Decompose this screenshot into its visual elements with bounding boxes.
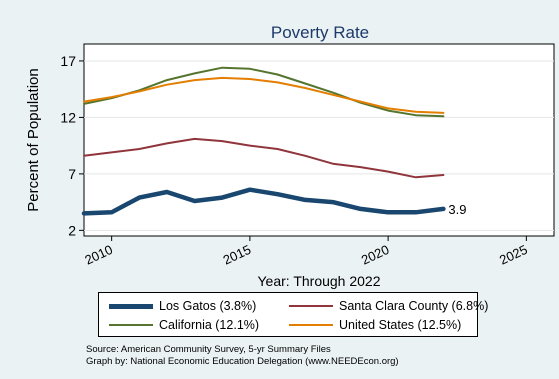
legend-label-united-states: United States (12.5%) (339, 318, 462, 332)
legend-label-santa-clara: Santa Clara County (6.8%) (339, 299, 489, 313)
x-axis-label: Year: Through 2022 (258, 273, 381, 289)
grid-lines (84, 60, 554, 231)
legend-item-united-states: United States (12.5%) (289, 318, 461, 332)
series-line-0 (81, 187, 446, 216)
legend-swatch-united-states (289, 324, 333, 326)
y-tick-label-7: 7 (68, 166, 76, 182)
credit-note: Graph by: National Economic Education De… (86, 356, 399, 367)
end-value-label: 3.9 (448, 202, 466, 217)
legend-swatch-santa-clara (289, 305, 333, 307)
y-axis-ticks: 2 7 12 17 (60, 53, 84, 238)
legend-item-california: California (12.1%) (109, 318, 259, 332)
legend-swatch-los-gatos (109, 303, 153, 309)
y-tick-label-2: 2 (68, 222, 76, 238)
end-label-group: 3.9 (448, 202, 466, 217)
y-axis-label: Percent of Population (25, 68, 42, 211)
source-note: Source: American Community Survey, 5-yr … (86, 344, 331, 355)
series-line-2 (83, 66, 445, 118)
series-line-1 (83, 137, 445, 179)
chart-title: Poverty Rate (271, 23, 369, 42)
legend-label-los-gatos: Los Gatos (3.8%) (159, 299, 257, 313)
legend-swatch-california (109, 324, 153, 326)
legend: Los Gatos (3.8%) Santa Clara County (6.8… (98, 292, 488, 337)
plot-area (83, 43, 555, 237)
y-tick-label-12: 12 (60, 109, 76, 125)
legend-item-santa-clara: Santa Clara County (6.8%) (289, 299, 488, 313)
legend-label-california: California (12.1%) (159, 318, 260, 332)
series-line-3 (83, 76, 445, 114)
legend-item-los-gatos: Los Gatos (3.8%) (109, 299, 256, 313)
series-lines (81, 66, 446, 216)
y-tick-label-17: 17 (60, 53, 76, 69)
